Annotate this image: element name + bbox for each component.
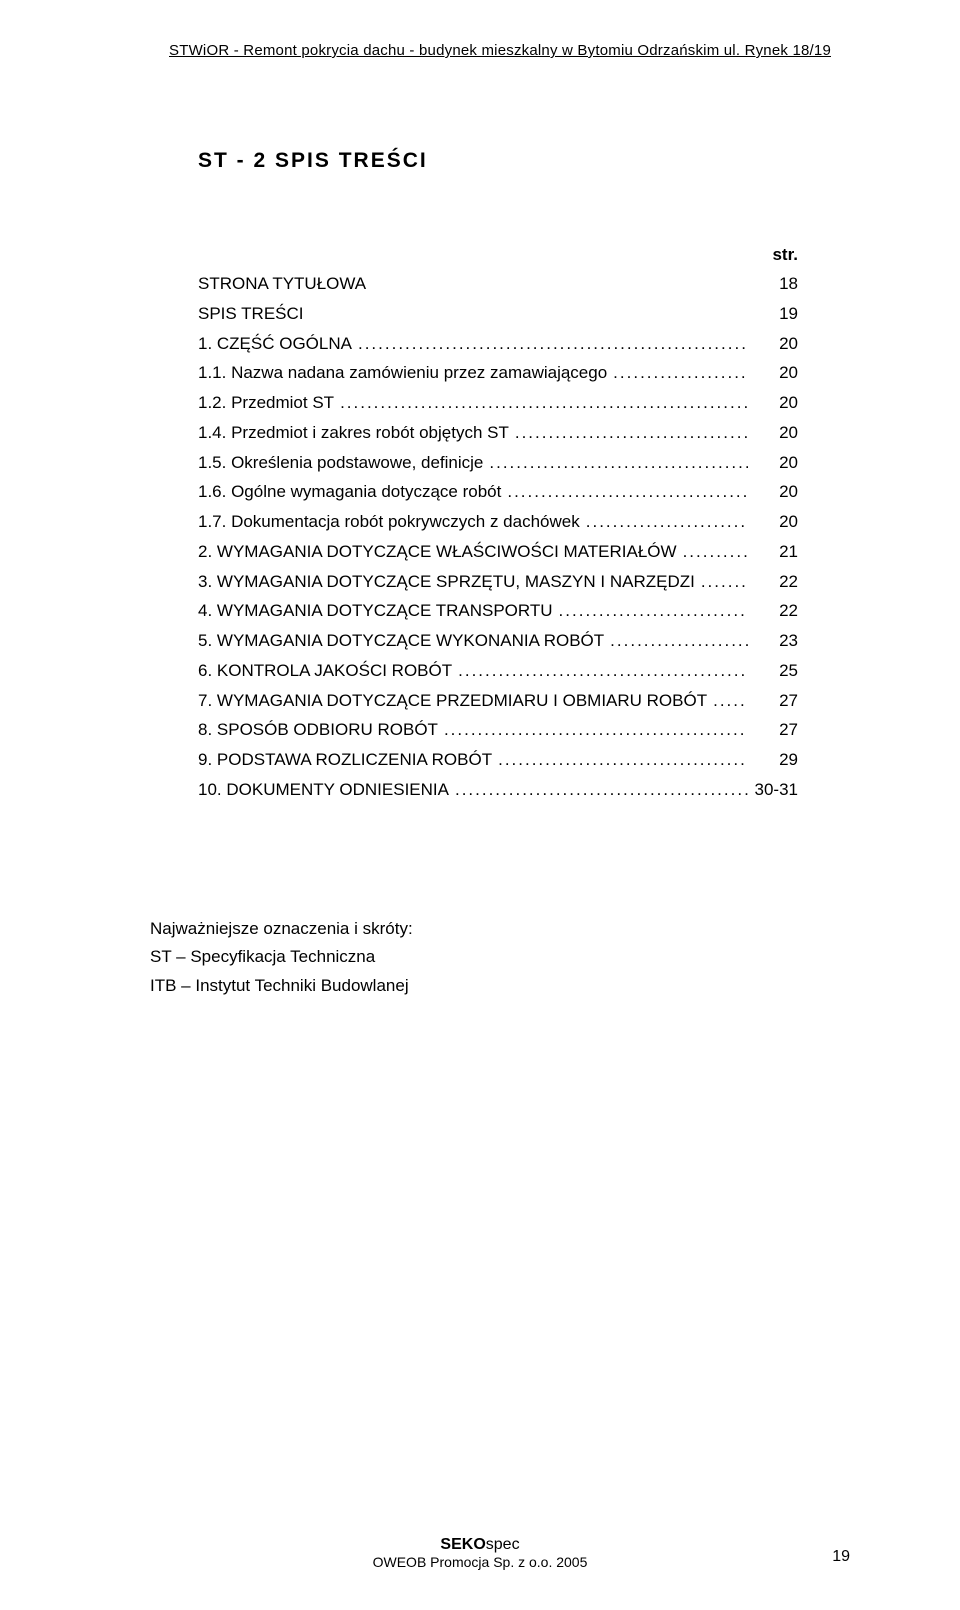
- toc-row-label: 2. WYMAGANIA DOTYCZĄCE WŁAŚCIWOŚCI MATER…: [198, 537, 677, 567]
- toc-row-page: 27: [748, 715, 798, 745]
- toc-row-label: 10. DOKUMENTY ODNIESIENIA: [198, 775, 449, 805]
- toc-dots: [695, 567, 748, 597]
- abbrev-line: ITB – Instytut Techniki Budowlanej: [150, 972, 850, 1001]
- toc-row-page: 20: [748, 448, 798, 478]
- toc-lead-page: 18: [748, 269, 798, 299]
- toc-row-label: 1.6. Ogólne wymagania dotyczące robót: [198, 477, 501, 507]
- page: STWiOR - Remont pokrycia dachu - budynek…: [0, 0, 960, 1610]
- toc-row-label: 7. WYMAGANIA DOTYCZĄCE PRZEDMIARU I OBMI…: [198, 686, 707, 716]
- toc-row-page: 20: [748, 418, 798, 448]
- toc-lead-row: SPIS TREŚCI 19: [198, 299, 798, 329]
- toc-row: 8. SPOSÓB ODBIORU ROBÓT 27: [198, 715, 798, 745]
- toc-row-page: 20: [748, 358, 798, 388]
- toc-lead-row: STRONA TYTUŁOWA 18: [198, 269, 798, 299]
- document-title: ST - 2 SPIS TREŚCI: [198, 149, 850, 173]
- toc: str. STRONA TYTUŁOWA 18 SPIS TREŚCI 19 1…: [198, 245, 798, 805]
- toc-row: 2. WYMAGANIA DOTYCZĄCE WŁAŚCIWOŚCI MATER…: [198, 537, 798, 567]
- toc-row-page: 20: [748, 388, 798, 418]
- toc-lead-label: STRONA TYTUŁOWA: [198, 269, 366, 299]
- toc-rows: 1. CZĘŚĆ OGÓLNA 201.1. Nazwa nadana zamó…: [198, 329, 798, 805]
- toc-row-label: 4. WYMAGANIA DOTYCZĄCE TRANSPORTU: [198, 596, 553, 626]
- running-header: STWiOR - Remont pokrycia dachu - budynek…: [150, 42, 850, 59]
- toc-row-page: 20: [748, 477, 798, 507]
- toc-dots: [707, 686, 748, 716]
- toc-dots: [509, 418, 748, 448]
- toc-row-page: 23: [748, 626, 798, 656]
- toc-row-label: 9. PODSTAWA ROZLICZENIA ROBÓT: [198, 745, 492, 775]
- toc-row: 1.5. Określenia podstawowe, definicje 20: [198, 448, 798, 478]
- toc-dots: [501, 477, 748, 507]
- toc-dots: [452, 656, 748, 686]
- toc-row-label: 1.5. Określenia podstawowe, definicje: [198, 448, 483, 478]
- toc-row-page: 21: [748, 537, 798, 567]
- toc-row-label: 3. WYMAGANIA DOTYCZĄCE SPRZĘTU, MASZYN I…: [198, 567, 695, 597]
- toc-dots: [352, 329, 748, 359]
- toc-dots: [449, 775, 748, 805]
- toc-row-label: 1.1. Nazwa nadana zamówieniu przez zamaw…: [198, 358, 607, 388]
- toc-row: 9. PODSTAWA ROZLICZENIA ROBÓT 29: [198, 745, 798, 775]
- toc-dots: [438, 715, 748, 745]
- toc-row-page: 25: [748, 656, 798, 686]
- toc-row: 1.1. Nazwa nadana zamówieniu przez zamaw…: [198, 358, 798, 388]
- toc-row-label: 1.7. Dokumentacja robót pokrywczych z da…: [198, 507, 580, 537]
- abbreviations: Najważniejsze oznaczenia i skróty: ST – …: [150, 915, 850, 1002]
- toc-row-page: 29: [748, 745, 798, 775]
- toc-row-label: 5. WYMAGANIA DOTYCZĄCE WYKONANIA ROBÓT: [198, 626, 604, 656]
- toc-row: 1. CZĘŚĆ OGÓLNA 20: [198, 329, 798, 359]
- toc-row-page: 30-31: [748, 775, 798, 805]
- toc-row-label: 6. KONTROLA JAKOŚCI ROBÓT: [198, 656, 452, 686]
- toc-row-label: 8. SPOSÓB ODBIORU ROBÓT: [198, 715, 438, 745]
- toc-row: 7. WYMAGANIA DOTYCZĄCE PRZEDMIARU I OBMI…: [198, 686, 798, 716]
- toc-row-page: 22: [748, 567, 798, 597]
- toc-dots: [483, 448, 748, 478]
- footer: SEKOspec OWEOB Promocja Sp. z o.o. 2005: [0, 1536, 960, 1570]
- toc-row-label: 1.2. Przedmiot ST: [198, 388, 334, 418]
- footer-seko: SEKOspec: [0, 1536, 960, 1554]
- toc-row-page: 20: [748, 507, 798, 537]
- toc-row: 10. DOKUMENTY ODNIESIENIA 30-31: [198, 775, 798, 805]
- page-number: 19: [832, 1548, 850, 1566]
- toc-dots: [677, 537, 748, 567]
- toc-row: 1.6. Ogólne wymagania dotyczące robót 20: [198, 477, 798, 507]
- toc-row: 5. WYMAGANIA DOTYCZĄCE WYKONANIA ROBÓT 2…: [198, 626, 798, 656]
- toc-dots: [607, 358, 748, 388]
- toc-dots: [492, 745, 748, 775]
- footer-line2: OWEOB Promocja Sp. z o.o. 2005: [0, 1554, 960, 1570]
- footer-seko-bold: SEKO: [440, 1536, 485, 1553]
- toc-str-label: str.: [198, 245, 798, 265]
- toc-row: 3. WYMAGANIA DOTYCZĄCE SPRZĘTU, MASZYN I…: [198, 567, 798, 597]
- toc-row-page: 27: [748, 686, 798, 716]
- toc-row: 1.2. Przedmiot ST 20: [198, 388, 798, 418]
- toc-dots: [334, 388, 748, 418]
- toc-row: 1.7. Dokumentacja robót pokrywczych z da…: [198, 507, 798, 537]
- abbrev-line: ST – Specyfikacja Techniczna: [150, 943, 850, 972]
- toc-row-label: 1. CZĘŚĆ OGÓLNA: [198, 329, 352, 359]
- toc-row: 1.4. Przedmiot i zakres robót objętych S…: [198, 418, 798, 448]
- toc-dots: [580, 507, 748, 537]
- toc-lead-label: SPIS TREŚCI: [198, 299, 304, 329]
- abbrev-heading: Najważniejsze oznaczenia i skróty:: [150, 915, 850, 944]
- toc-row-page: 22: [748, 596, 798, 626]
- toc-row: 4. WYMAGANIA DOTYCZĄCE TRANSPORTU 22: [198, 596, 798, 626]
- footer-seko-rest: spec: [486, 1536, 520, 1553]
- toc-row-label: 1.4. Przedmiot i zakres robót objętych S…: [198, 418, 509, 448]
- toc-dots: [553, 596, 748, 626]
- toc-dots: [604, 626, 748, 656]
- toc-row-page: 20: [748, 329, 798, 359]
- toc-lead-page: 19: [748, 299, 798, 329]
- toc-row: 6. KONTROLA JAKOŚCI ROBÓT 25: [198, 656, 798, 686]
